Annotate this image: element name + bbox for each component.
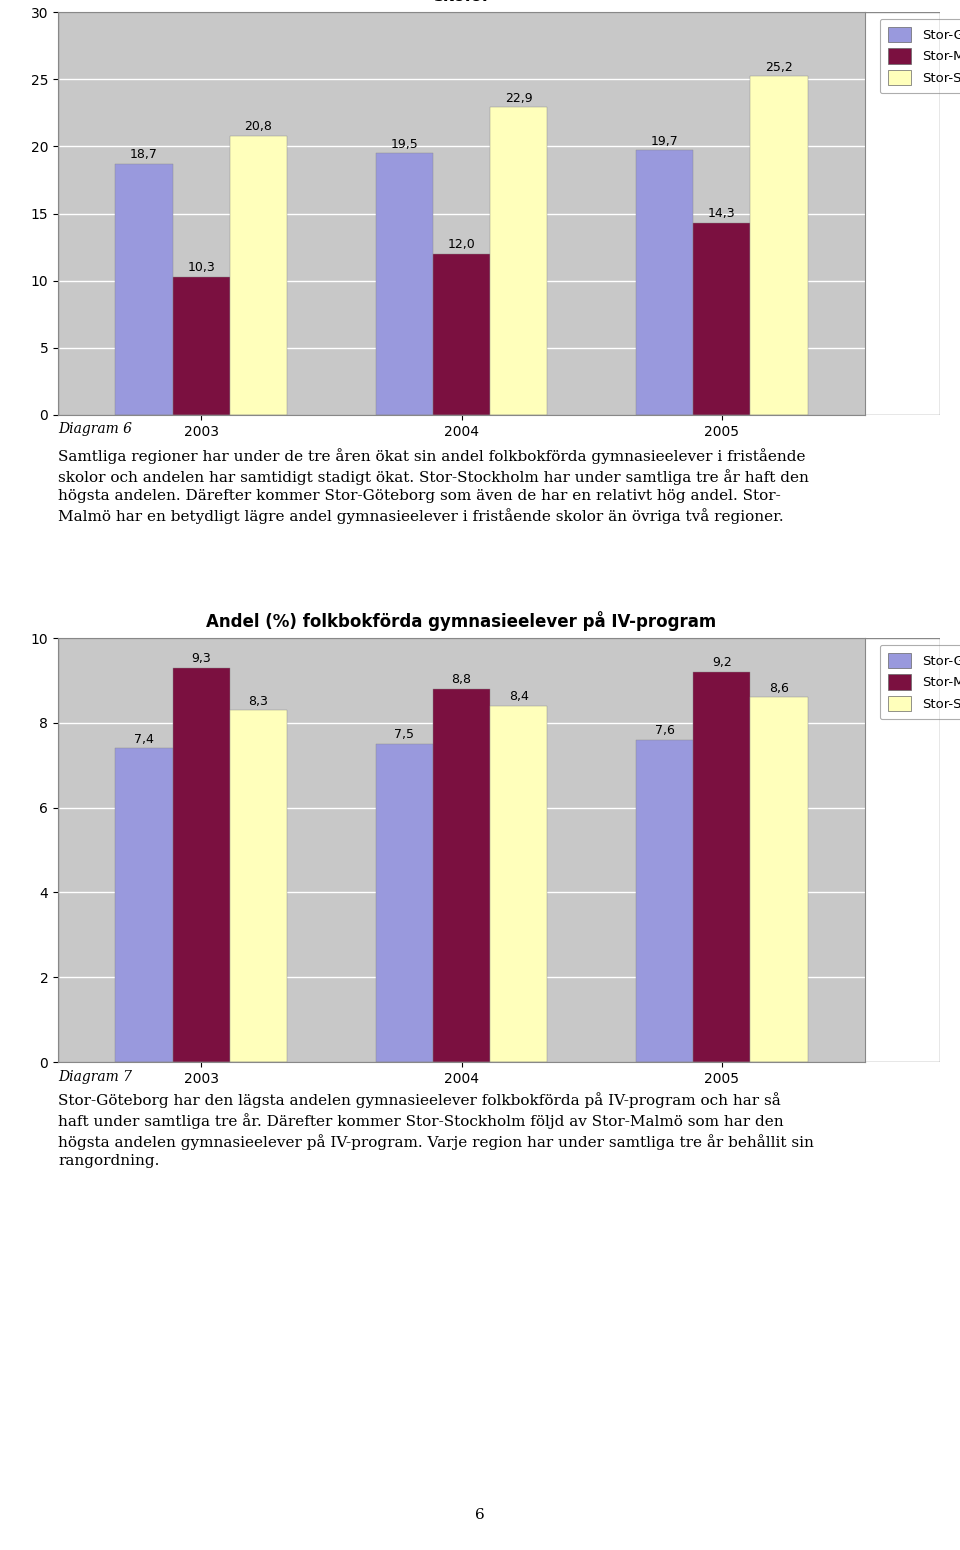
Bar <box>115 749 173 1062</box>
Title: Andel (%) folkbokförda gymnasieelever i fristående
skolor: Andel (%) folkbokförda gymnasieelever i … <box>219 0 704 5</box>
Text: Diagram 6: Diagram 6 <box>58 422 132 436</box>
Bar <box>229 135 287 415</box>
Text: 18,7: 18,7 <box>130 149 157 161</box>
Bar <box>491 705 547 1062</box>
Bar <box>751 698 807 1062</box>
Bar <box>751 76 807 415</box>
Text: 9,3: 9,3 <box>191 653 211 665</box>
Text: 19,7: 19,7 <box>651 135 679 147</box>
Bar <box>636 739 693 1062</box>
Text: 14,3: 14,3 <box>708 208 735 220</box>
Bar <box>693 223 751 415</box>
Bar <box>375 744 433 1062</box>
Bar <box>636 150 693 415</box>
Legend: Stor-G, Stor-M, Stor-S: Stor-G, Stor-M, Stor-S <box>879 645 960 719</box>
Bar <box>173 276 229 415</box>
Text: 7,5: 7,5 <box>395 728 414 741</box>
Text: 19,5: 19,5 <box>391 138 419 150</box>
Text: 9,2: 9,2 <box>712 656 732 670</box>
Text: 6: 6 <box>475 1508 485 1522</box>
Legend: Stor-G, Stor-M, Stor-S: Stor-G, Stor-M, Stor-S <box>879 19 960 93</box>
Text: Samtliga regioner har under de tre åren ökat sin andel folkbokförda gymnasieelev: Samtliga regioner har under de tre åren … <box>58 448 809 524</box>
Bar <box>375 153 433 415</box>
Bar <box>491 107 547 415</box>
Bar <box>693 671 751 1062</box>
Bar <box>173 668 229 1062</box>
Text: Stor-Göteborg har den lägsta andelen gymnasieelever folkbokförda på IV-program o: Stor-Göteborg har den lägsta andelen gym… <box>58 1093 814 1169</box>
Text: 7,4: 7,4 <box>134 733 154 746</box>
Text: 20,8: 20,8 <box>245 121 273 133</box>
Text: 8,4: 8,4 <box>509 690 529 704</box>
Bar <box>229 710 287 1062</box>
Bar <box>433 688 491 1062</box>
Bar <box>433 254 491 415</box>
Text: Diagram 7: Diagram 7 <box>58 1070 132 1083</box>
Bar <box>115 164 173 415</box>
Text: 8,3: 8,3 <box>249 694 269 707</box>
Text: 7,6: 7,6 <box>655 724 675 738</box>
Text: 8,8: 8,8 <box>451 673 471 687</box>
Text: 25,2: 25,2 <box>765 60 793 74</box>
Text: 8,6: 8,6 <box>769 682 789 694</box>
Title: Andel (%) folkbokförda gymnasieelever på IV-program: Andel (%) folkbokförda gymnasieelever på… <box>206 611 716 631</box>
Text: 22,9: 22,9 <box>505 91 533 105</box>
Text: 10,3: 10,3 <box>187 262 215 274</box>
Text: 12,0: 12,0 <box>447 239 475 251</box>
